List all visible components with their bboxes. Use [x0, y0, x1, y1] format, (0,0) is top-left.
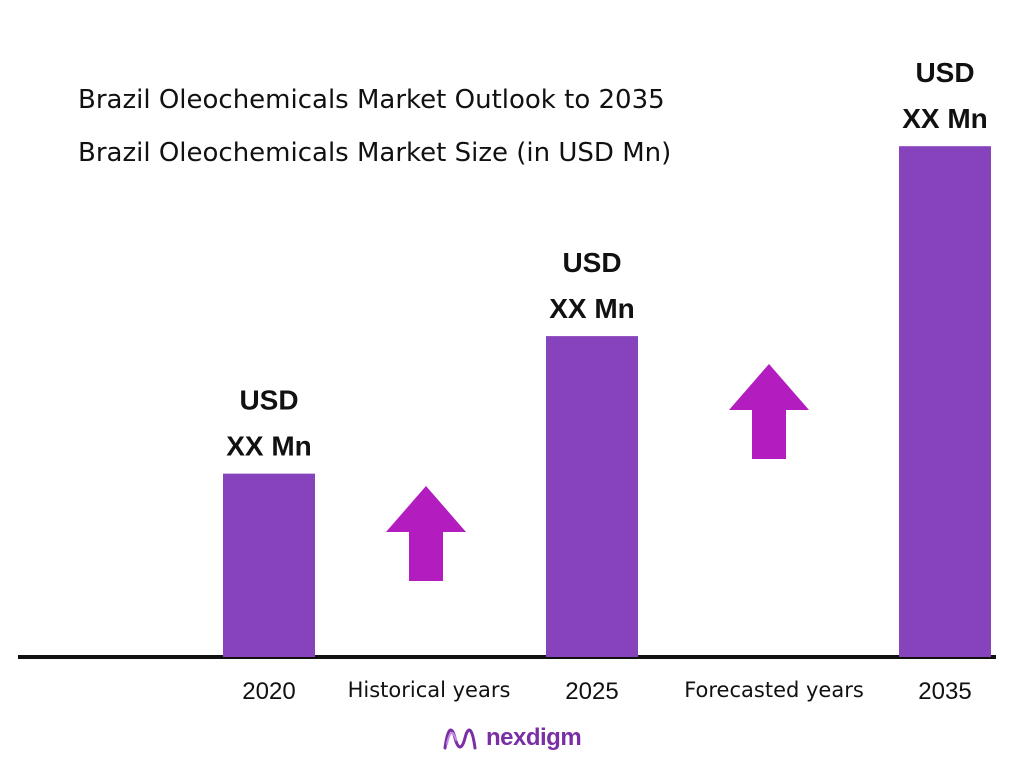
logo-text: nexdigm — [486, 724, 582, 751]
bar-2035 — [899, 146, 991, 657]
bar-data-label-2020-line-2: XX Mn — [226, 431, 312, 462]
growth-arrow-up-icon-2 — [729, 364, 809, 459]
chart-title-block: Brazil Oleochemicals Market Outlook to 2… — [78, 74, 671, 180]
bar-2025 — [546, 336, 638, 657]
chart-title: Brazil Oleochemicals Market Outlook to 2… — [78, 85, 665, 115]
period-label-1: Historical years — [348, 678, 511, 702]
bar-2020 — [223, 473, 315, 657]
x-tick-label-2025: 2025 — [565, 678, 618, 705]
bar-data-label-2020-line-1: USD — [239, 385, 298, 416]
bar-data-label-2025-line-2: XX Mn — [549, 293, 635, 324]
growth-arrow-up-icon-1 — [386, 486, 466, 581]
nexdigm-wave-logo-icon — [443, 728, 477, 750]
bar-data-label-2025-line-1: USD — [562, 247, 621, 278]
chart-subtitle: Brazil Oleochemicals Market Size (in USD… — [78, 138, 672, 168]
period-label-2: Forecasted years — [684, 678, 864, 702]
x-tick-label-2035: 2035 — [918, 678, 971, 705]
bar-data-label-2035-line-2: XX Mn — [902, 103, 988, 134]
x-tick-label-2020: 2020 — [242, 678, 295, 705]
bar-data-label-2035-line-1: USD — [915, 57, 974, 88]
nexdigm-logo: nexdigm — [442, 724, 582, 752]
